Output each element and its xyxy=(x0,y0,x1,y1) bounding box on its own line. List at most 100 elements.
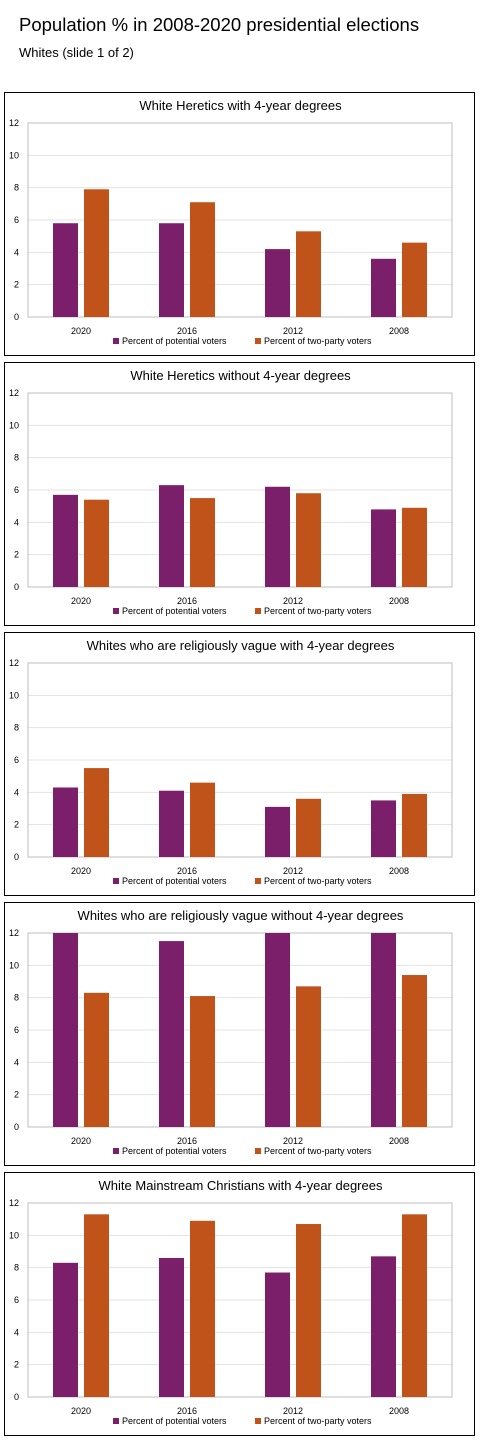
bar-two-party-voters-2020 xyxy=(84,499,109,587)
bar-two-party-voters-2008 xyxy=(402,242,427,317)
bar-two-party-voters-2020 xyxy=(84,189,109,317)
legend-label: Percent of two-party voters xyxy=(264,1416,372,1426)
y-tick-label: 0 xyxy=(14,852,19,862)
y-tick-label: 12 xyxy=(9,1198,19,1208)
legend-swatch xyxy=(113,1418,119,1424)
y-tick-label: 8 xyxy=(14,993,19,1003)
x-tick-label: 2016 xyxy=(177,1136,197,1146)
y-tick-label: 8 xyxy=(14,453,19,463)
bar-two-party-voters-2012 xyxy=(296,231,321,317)
x-tick-label: 2008 xyxy=(389,866,409,876)
legend-swatch xyxy=(113,1148,119,1154)
bar-potential-voters-2008 xyxy=(371,800,396,857)
x-tick-label: 2012 xyxy=(283,866,303,876)
chart-panel-3: Whites who are religiously vague with 4-… xyxy=(4,632,475,896)
y-tick-label: 2 xyxy=(14,820,19,830)
bar-potential-voters-2020 xyxy=(53,223,78,317)
x-tick-label: 2020 xyxy=(71,326,91,336)
bar-potential-voters-2020 xyxy=(53,933,78,1127)
bar-potential-voters-2008 xyxy=(371,258,396,317)
x-tick-label: 2016 xyxy=(177,596,197,606)
y-tick-label: 2 xyxy=(14,1090,19,1100)
legend-swatch xyxy=(113,878,119,884)
bar-potential-voters-2012 xyxy=(265,1272,290,1397)
bar-two-party-voters-2016 xyxy=(190,782,215,857)
bar-potential-voters-2016 xyxy=(159,1257,184,1397)
x-tick-label: 2016 xyxy=(177,866,197,876)
plot-frame xyxy=(27,392,453,588)
plot-frame xyxy=(27,122,453,318)
bar-two-party-voters-2020 xyxy=(84,1214,109,1397)
bar-potential-voters-2016 xyxy=(159,485,184,587)
chart-svg: White Heretics without 4-year degrees 0 2 4… xyxy=(9,368,453,616)
x-tick-label: 2016 xyxy=(177,326,197,336)
y-tick-label: 12 xyxy=(9,388,19,398)
bar-two-party-voters-2008 xyxy=(402,975,427,1127)
x-tick-label: 2008 xyxy=(389,326,409,336)
legend-label: Percent of potential voters xyxy=(122,1416,227,1426)
y-tick-label: 4 xyxy=(14,1057,19,1067)
bar-potential-voters-2012 xyxy=(265,249,290,317)
x-tick-label: 2012 xyxy=(283,1136,303,1146)
y-tick-label: 2 xyxy=(14,550,19,560)
y-tick-label: 0 xyxy=(14,1122,19,1132)
y-tick-label: 0 xyxy=(14,312,19,322)
bar-potential-voters-2016 xyxy=(159,790,184,857)
bar-two-party-voters-2016 xyxy=(190,202,215,317)
y-tick-label: 10 xyxy=(9,960,19,970)
y-tick-label: 2 xyxy=(14,1360,19,1370)
x-tick-label: 2012 xyxy=(283,326,303,336)
page-subtitle: Whites (slide 1 of 2) xyxy=(19,45,134,60)
x-tick-label: 2020 xyxy=(71,1136,91,1146)
legend-swatch xyxy=(255,608,261,614)
y-tick-label: 2 xyxy=(14,280,19,290)
x-tick-label: 2020 xyxy=(71,1406,91,1416)
bar-two-party-voters-2020 xyxy=(84,768,109,857)
bar-two-party-voters-2008 xyxy=(402,1214,427,1397)
y-tick-label: 12 xyxy=(9,928,19,938)
legend-swatch xyxy=(113,608,119,614)
y-tick-label: 8 xyxy=(14,183,19,193)
y-tick-label: 8 xyxy=(14,723,19,733)
legend-label: Percent of two-party voters xyxy=(264,606,372,616)
x-tick-label: 2016 xyxy=(177,1406,197,1416)
y-tick-label: 12 xyxy=(9,658,19,668)
bar-two-party-voters-2020 xyxy=(84,992,109,1127)
legend-label: Percent of two-party voters xyxy=(264,876,372,886)
plot-frame xyxy=(27,1202,453,1398)
bar-two-party-voters-2016 xyxy=(190,498,215,587)
legend-swatch xyxy=(255,878,261,884)
bar-potential-voters-2008 xyxy=(371,933,396,1127)
x-tick-label: 2008 xyxy=(389,1136,409,1146)
legend-label: Percent of potential voters xyxy=(122,1146,227,1156)
bar-two-party-voters-2012 xyxy=(296,1224,321,1397)
y-tick-label: 8 xyxy=(14,1263,19,1273)
chart-svg: White Mainstream Christians with 4-year … xyxy=(9,1178,453,1426)
y-tick-label: 10 xyxy=(9,420,19,430)
legend-label: Percent of two-party voters xyxy=(264,1146,372,1156)
bar-two-party-voters-2012 xyxy=(296,493,321,587)
bar-two-party-voters-2008 xyxy=(402,793,427,857)
x-tick-label: 2012 xyxy=(283,1406,303,1416)
x-tick-label: 2012 xyxy=(283,596,303,606)
y-tick-label: 6 xyxy=(14,1025,19,1035)
bar-potential-voters-2020 xyxy=(53,787,78,857)
legend-label: Percent of potential voters xyxy=(122,606,227,616)
bar-potential-voters-2012 xyxy=(265,933,290,1127)
chart-title: White Heretics without 4-year degrees xyxy=(130,368,351,383)
y-tick-label: 4 xyxy=(14,1327,19,1337)
plot-frame xyxy=(27,662,453,858)
bar-potential-voters-2012 xyxy=(265,806,290,857)
bar-potential-voters-2016 xyxy=(159,941,184,1127)
bar-two-party-voters-2016 xyxy=(190,1220,215,1397)
x-tick-label: 2020 xyxy=(71,866,91,876)
y-tick-label: 4 xyxy=(14,247,19,257)
x-tick-label: 2008 xyxy=(389,596,409,606)
y-tick-label: 0 xyxy=(14,1392,19,1402)
plot-frame xyxy=(27,932,453,1128)
y-tick-label: 12 xyxy=(9,118,19,128)
page-title: Population % in 2008-2020 presidential e… xyxy=(19,14,420,35)
y-tick-label: 6 xyxy=(14,215,19,225)
bar-potential-voters-2008 xyxy=(371,1256,396,1397)
chart-title: White Heretics with 4-year degrees xyxy=(139,98,342,113)
